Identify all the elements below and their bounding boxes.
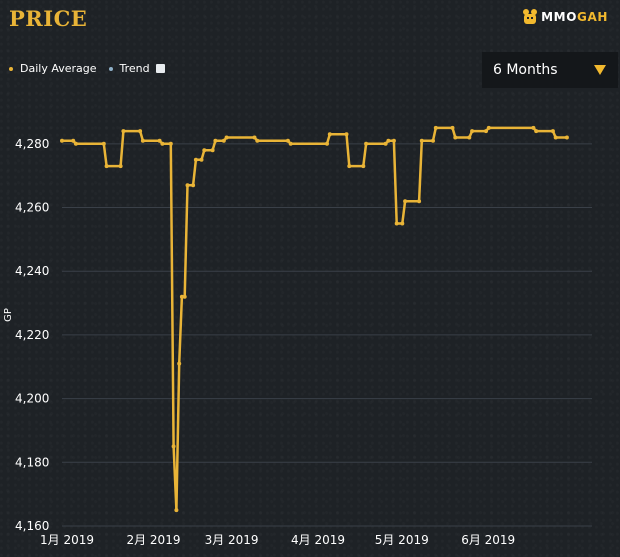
data-point[interactable]: [157, 138, 162, 143]
dropdown-caret-icon: [594, 65, 606, 75]
legend-item-daily-average[interactable]: Daily Average: [9, 62, 97, 75]
legend-label-trend: Trend: [119, 62, 150, 75]
grid-lines: [62, 143, 592, 527]
chart-legend: Daily Average Trend: [9, 62, 177, 75]
data-point[interactable]: [470, 129, 475, 134]
data-point[interactable]: [564, 135, 569, 140]
data-point[interactable]: [553, 135, 558, 140]
data-point[interactable]: [383, 141, 388, 146]
data-point[interactable]: [386, 138, 391, 143]
y-tick-label: 4,280: [15, 137, 49, 151]
x-tick-label: 5月 2019: [375, 533, 429, 547]
data-point[interactable]: [417, 199, 422, 204]
data-point[interactable]: [400, 221, 405, 226]
data-point[interactable]: [191, 183, 196, 188]
page-title: PRICE: [9, 6, 88, 31]
data-point[interactable]: [199, 157, 204, 162]
data-point[interactable]: [403, 199, 408, 204]
y-axis-label: GP: [3, 308, 14, 322]
data-point[interactable]: [364, 141, 369, 146]
data-point[interactable]: [252, 135, 257, 140]
time-range-select[interactable]: 6 Months: [482, 52, 618, 88]
time-range-value: 6 Months: [493, 62, 558, 78]
x-tick-labels: 1月 2019 2月 2019 3月 2019 4月 2019 5月 2019 6月 20…: [40, 533, 515, 547]
brand-logo-mmo: MMO: [541, 10, 578, 24]
data-point[interactable]: [138, 129, 143, 134]
data-point[interactable]: [255, 138, 260, 143]
data-point[interactable]: [185, 183, 190, 188]
data-point[interactable]: [419, 138, 424, 143]
brand-logo-text: MMOGAH: [541, 10, 608, 24]
data-point[interactable]: [210, 148, 215, 153]
x-tick-label: 1月 2019: [40, 533, 94, 547]
data-point[interactable]: [174, 508, 179, 513]
series-line-daily-average: [62, 126, 567, 512]
y-tick-label: 4,200: [15, 392, 49, 406]
data-point[interactable]: [550, 129, 555, 134]
data-point[interactable]: [433, 125, 438, 130]
y-tick-labels: 4,160 4,180 4,200 4,220 4,240 4,260 4,280: [15, 137, 49, 533]
brand-logo-gah: GAH: [577, 10, 608, 24]
data-point[interactable]: [467, 135, 472, 140]
data-point[interactable]: [285, 138, 290, 143]
data-point[interactable]: [140, 138, 145, 143]
data-point[interactable]: [179, 294, 184, 299]
legend-label-daily-average: Daily Average: [20, 62, 97, 75]
data-point[interactable]: [104, 164, 109, 169]
y-tick-label: 4,240: [15, 264, 49, 278]
data-point[interactable]: [486, 125, 491, 130]
data-point[interactable]: [160, 141, 165, 146]
y-tick-label: 4,220: [15, 328, 49, 342]
trend-checkbox[interactable]: [155, 64, 165, 73]
data-point[interactable]: [182, 294, 187, 299]
legend-item-trend[interactable]: Trend: [108, 62, 165, 75]
data-point[interactable]: [224, 135, 229, 140]
data-point[interactable]: [193, 157, 198, 162]
y-tick-label: 4,260: [15, 201, 49, 215]
x-tick-label: 2月 2019: [126, 533, 180, 547]
mascot-icon: [523, 9, 538, 24]
x-tick-label: 4月 2019: [291, 533, 345, 547]
data-point[interactable]: [431, 138, 435, 143]
legend-marker-trend: [108, 66, 113, 71]
brand-logo[interactable]: MMOGAH: [521, 8, 608, 26]
data-point[interactable]: [221, 138, 226, 143]
series-daily-average: [60, 125, 569, 513]
data-point[interactable]: [327, 132, 332, 137]
data-point[interactable]: [361, 164, 366, 169]
data-point[interactable]: [391, 138, 396, 143]
data-point[interactable]: [450, 125, 455, 130]
data-point[interactable]: [531, 125, 536, 130]
data-point[interactable]: [534, 129, 539, 134]
data-point[interactable]: [288, 141, 293, 146]
data-point[interactable]: [453, 135, 458, 140]
data-point[interactable]: [60, 138, 64, 143]
data-point[interactable]: [202, 148, 207, 153]
y-tick-label: 4,160: [15, 519, 49, 533]
data-point[interactable]: [121, 129, 126, 134]
data-point[interactable]: [347, 164, 352, 169]
data-point[interactable]: [177, 361, 182, 366]
data-point[interactable]: [394, 221, 399, 226]
data-point[interactable]: [73, 141, 78, 146]
data-point[interactable]: [168, 141, 173, 146]
x-tick-label: 3月 2019: [205, 533, 259, 547]
legend-marker-daily-average: [9, 66, 13, 71]
data-point[interactable]: [118, 164, 123, 169]
data-point[interactable]: [344, 132, 349, 137]
data-point[interactable]: [101, 141, 106, 146]
data-point[interactable]: [171, 444, 176, 449]
y-tick-label: 4,180: [15, 455, 49, 469]
data-point[interactable]: [71, 138, 76, 143]
data-point[interactable]: [213, 138, 218, 143]
data-point[interactable]: [484, 129, 488, 134]
data-point[interactable]: [325, 141, 329, 146]
x-tick-label: 6月 2019: [461, 533, 515, 547]
